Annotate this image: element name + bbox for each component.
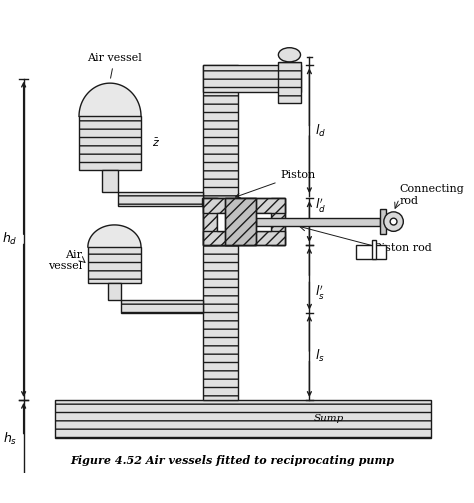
Circle shape	[390, 218, 397, 225]
Bar	[79, 116, 141, 170]
Bar	[108, 283, 121, 300]
Bar	[278, 62, 301, 103]
Bar	[203, 198, 217, 245]
Text: $\bar{z}$: $\bar{z}$	[152, 137, 160, 149]
Bar	[380, 209, 385, 234]
Ellipse shape	[278, 48, 301, 62]
Text: Piston: Piston	[236, 170, 316, 198]
Bar	[225, 198, 256, 245]
Bar	[121, 300, 203, 313]
Bar	[102, 170, 118, 192]
Bar	[203, 198, 285, 212]
Text: Figure 4.52 Air vessels fitted to reciprocating pump: Figure 4.52 Air vessels fitted to recipr…	[70, 455, 394, 466]
Text: Sump: Sump	[314, 414, 345, 423]
Bar	[118, 192, 203, 206]
Bar	[203, 231, 285, 245]
Bar	[203, 65, 301, 92]
Bar	[202, 198, 218, 206]
Text: $h_d$: $h_d$	[2, 231, 18, 247]
Circle shape	[384, 212, 403, 231]
Bar	[55, 400, 431, 438]
Text: $l_s'$: $l_s'$	[315, 283, 325, 301]
Text: Connecting
rod: Connecting rod	[399, 184, 464, 206]
Text: $l_d'$: $l_d'$	[315, 197, 326, 215]
Text: $l_d$: $l_d$	[315, 123, 326, 139]
Text: Air vessel: Air vessel	[87, 53, 142, 78]
Text: $l_s$: $l_s$	[315, 348, 325, 364]
Bar	[271, 198, 285, 245]
Bar	[356, 245, 385, 259]
Bar	[203, 198, 285, 245]
Bar	[203, 65, 238, 400]
Polygon shape	[88, 225, 141, 247]
Bar	[88, 247, 141, 283]
Bar	[372, 240, 376, 259]
Polygon shape	[79, 83, 141, 116]
Bar	[225, 198, 256, 245]
Text: $h_s$: $h_s$	[3, 431, 18, 447]
Text: Piston rod: Piston rod	[374, 243, 431, 253]
Bar	[256, 218, 380, 225]
Text: Air
vessel: Air vessel	[48, 249, 82, 271]
Bar	[217, 212, 271, 231]
